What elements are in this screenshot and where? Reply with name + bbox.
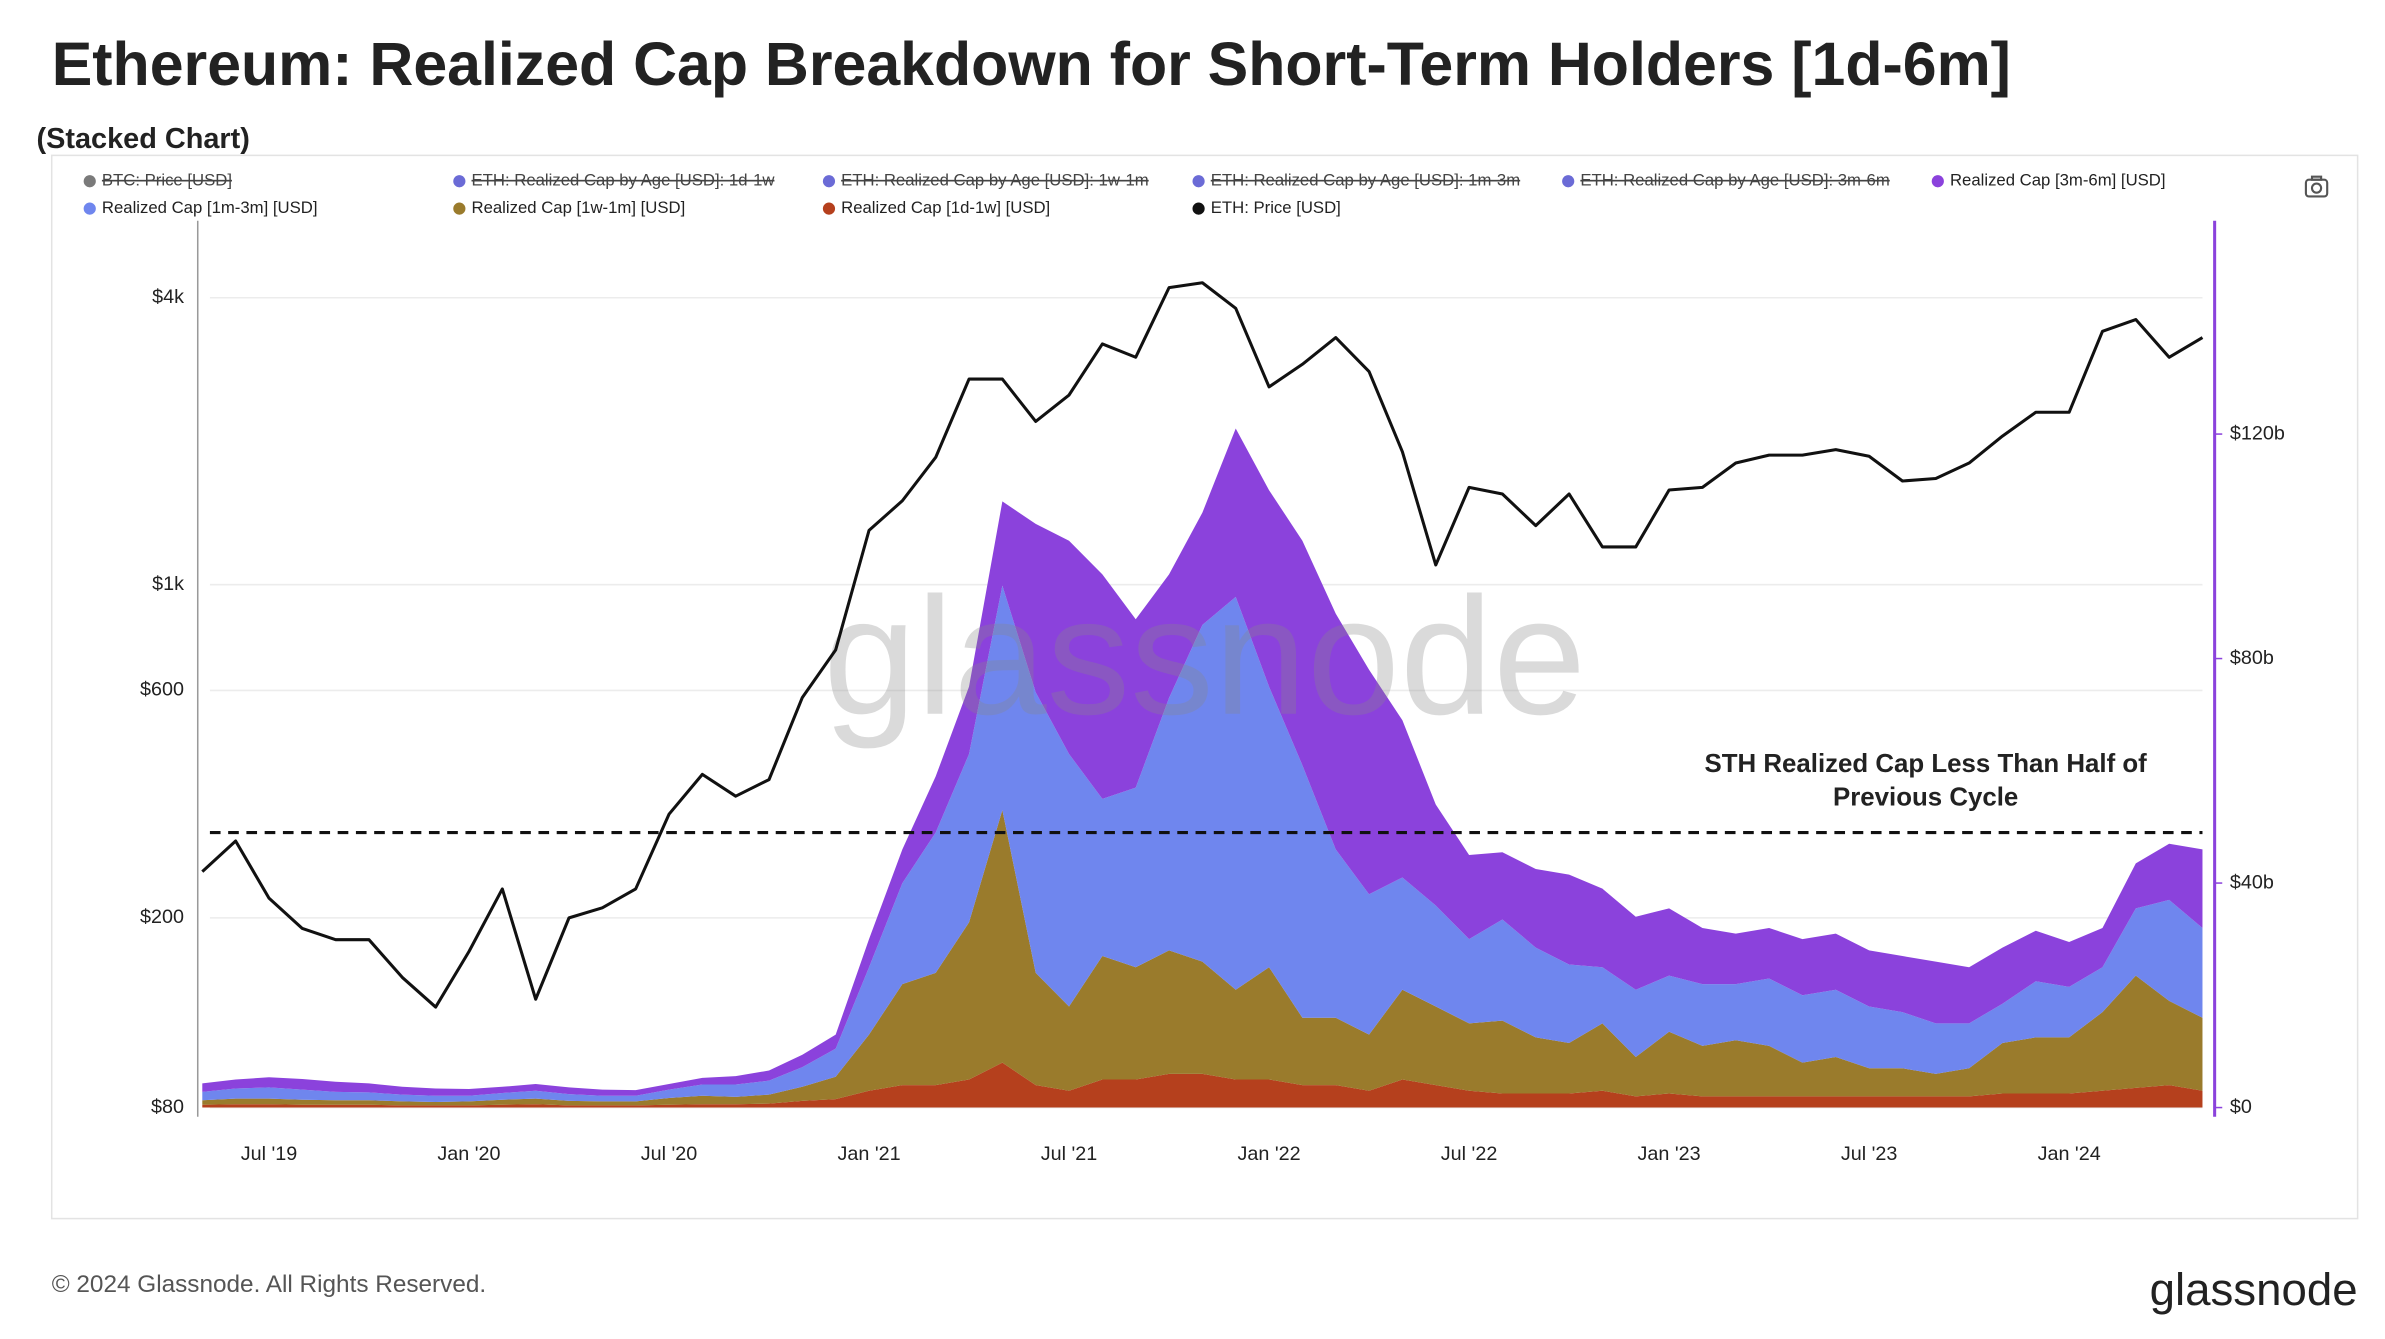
stacked-area bbox=[202, 585, 2203, 1102]
y2-tick-label: $80b bbox=[2230, 647, 2274, 669]
legend-item[interactable]: Realized Cap [3m-6m] [USD] bbox=[1931, 171, 2166, 190]
legend-label: BTC: Price [USD] bbox=[102, 171, 232, 190]
stacked-area bbox=[202, 1062, 2203, 1108]
chart-frame bbox=[50, 154, 2359, 1220]
camera-icon[interactable] bbox=[2304, 175, 2329, 198]
y-tick-label: $80 bbox=[151, 1096, 184, 1118]
stacked-area bbox=[202, 428, 2203, 1096]
y2-tick-label: $120b bbox=[2230, 422, 2285, 444]
x-tick-label: Jan '20 bbox=[437, 1143, 500, 1165]
x-tick-label: Jan '21 bbox=[837, 1143, 900, 1165]
legend-label: Realized Cap [1w-1m] [USD] bbox=[472, 198, 686, 217]
legend-label: Realized Cap [1d-1w] [USD] bbox=[841, 198, 1050, 217]
legend-item[interactable]: ETH: Realized Cap by Age [USD]: 1m-3m bbox=[1192, 171, 1521, 190]
legend-label: ETH: Realized Cap by Age [USD]: 1m-3m bbox=[1211, 171, 1520, 190]
legend-item[interactable]: ETH: Realized Cap by Age [USD]: 1w-1m bbox=[822, 171, 1149, 190]
y-tick-label: $600 bbox=[140, 679, 184, 701]
legend-swatch bbox=[1192, 202, 1205, 215]
legend-item[interactable]: BTC: Price [USD] bbox=[83, 171, 232, 190]
legend-swatch bbox=[83, 202, 96, 215]
legend-swatch bbox=[453, 202, 466, 215]
y2-tick-label: $40b bbox=[2230, 871, 2274, 893]
x-tick-label: Jul '21 bbox=[1041, 1143, 1098, 1165]
legend-swatch bbox=[822, 202, 836, 215]
legend-label: Realized Cap [1m-3m] [USD] bbox=[102, 198, 318, 217]
y2-tick-label: $0 bbox=[2230, 1096, 2252, 1118]
x-tick-label: Jul '20 bbox=[641, 1143, 698, 1165]
legend-swatch bbox=[1931, 175, 1944, 188]
legend-item[interactable]: ETH: Realized Cap by Age [USD]: 1d-1w bbox=[453, 171, 775, 190]
legend-label: ETH: Realized Cap by Age [USD]: 1w-1m bbox=[841, 171, 1149, 190]
y-tick-label: $200 bbox=[140, 906, 184, 928]
legend-item[interactable]: Realized Cap [1d-1w] [USD] bbox=[822, 198, 1050, 217]
legend-swatch bbox=[1562, 175, 1575, 188]
y-tick-label: $4k bbox=[152, 286, 184, 308]
x-tick-label: Jan '23 bbox=[1638, 1143, 1701, 1165]
y-tick-label: $1k bbox=[152, 573, 184, 595]
legend-swatch bbox=[453, 175, 466, 188]
legend-swatch bbox=[822, 175, 836, 188]
chart-subtitle: (Stacked Chart) bbox=[37, 123, 250, 155]
logo: glassnode bbox=[2150, 1264, 2358, 1315]
watermark: glassnode bbox=[823, 564, 1586, 750]
x-tick-label: Jul '22 bbox=[1441, 1143, 1498, 1165]
x-tick-label: Jul '23 bbox=[1841, 1143, 1898, 1165]
x-tick-label: Jul '19 bbox=[241, 1143, 298, 1165]
legend-swatch bbox=[1192, 175, 1205, 188]
legend-item[interactable]: Realized Cap [1w-1m] [USD] bbox=[453, 198, 685, 217]
legend-item[interactable]: ETH: Price [USD] bbox=[1192, 198, 1341, 217]
annotation: Previous Cycle bbox=[1833, 784, 2018, 812]
legend-label: Realized Cap [3m-6m] [USD] bbox=[1950, 171, 2166, 190]
legend-item[interactable]: Realized Cap [1m-3m] [USD] bbox=[83, 198, 318, 217]
price-line bbox=[201, 281, 2204, 1009]
x-tick-label: Jan '22 bbox=[1237, 1143, 1300, 1165]
chart-title: Ethereum: Realized Cap Breakdown for Sho… bbox=[52, 30, 2011, 98]
legend-label: ETH: Realized Cap by Age [USD]: 3m-6m bbox=[1580, 171, 1889, 190]
x-tick-label: Jan '24 bbox=[2038, 1143, 2101, 1165]
footer: © 2024 Glassnode. All Rights Reserved. bbox=[52, 1271, 486, 1298]
legend-label: ETH: Price [USD] bbox=[1211, 198, 1341, 217]
stacked-area bbox=[202, 810, 2203, 1106]
legend-item[interactable]: ETH: Realized Cap by Age [USD]: 3m-6m bbox=[1562, 171, 1890, 190]
legend-label: ETH: Realized Cap by Age [USD]: 1d-1w bbox=[472, 171, 776, 190]
legend-swatch bbox=[83, 175, 96, 188]
annotation: STH Realized Cap Less Than Half of bbox=[1704, 750, 2147, 778]
